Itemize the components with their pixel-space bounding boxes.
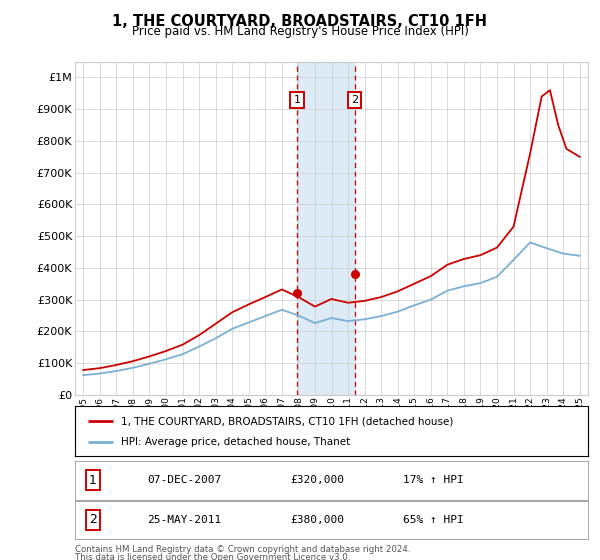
Text: This data is licensed under the Open Government Licence v3.0.: This data is licensed under the Open Gov… — [75, 553, 350, 560]
Bar — [297, 62, 355, 395]
Text: £380,000: £380,000 — [290, 515, 344, 525]
Text: Price paid vs. HM Land Registry's House Price Index (HPI): Price paid vs. HM Land Registry's House … — [131, 25, 469, 38]
Text: 2: 2 — [351, 95, 358, 105]
Text: 1: 1 — [89, 474, 97, 487]
Text: 1: 1 — [293, 95, 301, 105]
Text: 2: 2 — [89, 513, 97, 526]
Text: 1, THE COURTYARD, BROADSTAIRS, CT10 1FH: 1, THE COURTYARD, BROADSTAIRS, CT10 1FH — [113, 14, 487, 29]
Text: 07-DEC-2007: 07-DEC-2007 — [147, 475, 221, 486]
Text: 17% ↑ HPI: 17% ↑ HPI — [403, 475, 464, 486]
Text: 65% ↑ HPI: 65% ↑ HPI — [403, 515, 464, 525]
Text: £320,000: £320,000 — [290, 475, 344, 486]
Text: Contains HM Land Registry data © Crown copyright and database right 2024.: Contains HM Land Registry data © Crown c… — [75, 545, 410, 554]
Text: 25-MAY-2011: 25-MAY-2011 — [147, 515, 221, 525]
Text: 1, THE COURTYARD, BROADSTAIRS, CT10 1FH (detached house): 1, THE COURTYARD, BROADSTAIRS, CT10 1FH … — [121, 416, 454, 426]
Text: HPI: Average price, detached house, Thanet: HPI: Average price, detached house, Than… — [121, 437, 350, 447]
